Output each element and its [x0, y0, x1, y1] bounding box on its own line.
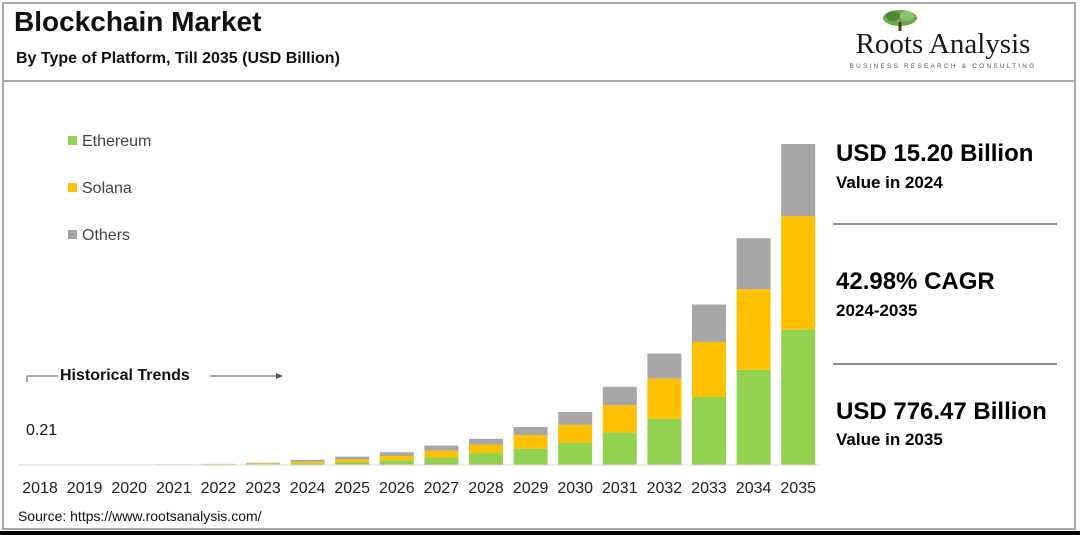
page-title: Blockchain Market [14, 6, 262, 37]
x-tick-2032: 2032 [647, 480, 683, 497]
bar-ethereum-2033 [692, 397, 726, 465]
x-tick-2023: 2023 [245, 480, 281, 497]
stat-2035-label: Value in 2035 [836, 430, 943, 449]
stat-divider-1 [833, 223, 1057, 225]
bar-solana-2023 [246, 463, 280, 465]
x-tick-2026: 2026 [379, 480, 415, 497]
bar-others-2025 [335, 456, 370, 460]
bar-solana-2025 [335, 459, 370, 463]
bar-solana-2035 [781, 216, 816, 330]
bars-group [23, 144, 816, 465]
stat-2024-label: Value in 2024 [836, 173, 943, 192]
bar-ethereum-2029 [513, 448, 548, 465]
x-tick-labels: 2018 2019 2020 2021 2022 2023 2024 2025 2026 2027… [22, 480, 816, 497]
x-tick-2030: 2030 [557, 480, 593, 497]
legend-item-ethereum: Ethereum [68, 133, 151, 151]
bar-others-2034 [736, 238, 771, 290]
logo: Roots Analysis BUSINESS RESEARCH & CONSU… [838, 8, 1048, 76]
bar-solana-2024 [290, 461, 325, 464]
x-tick-2028: 2028 [468, 480, 504, 497]
bar-solana-2030 [558, 424, 593, 443]
bar-solana-2026 [379, 455, 414, 461]
bar-solana-2033 [692, 341, 726, 397]
logo-name: Roots Analysis [855, 28, 1031, 60]
bar-others-2023 [246, 462, 280, 464]
bar-solana-2028 [469, 444, 503, 454]
bottom-bar [0, 531, 1080, 535]
bar-others-2035 [781, 144, 816, 217]
bar-others-2029 [513, 426, 548, 436]
legend-label-others: Others [82, 227, 131, 244]
bar-ethereum-2024 [290, 463, 325, 465]
x-tick-2024: 2024 [290, 480, 326, 497]
logo-tagline: BUSINESS RESEARCH & CONSULTING [849, 63, 1037, 70]
historical-trends-label: Historical Trends [60, 367, 190, 384]
stat-2024-value: USD 15.20 Billion [836, 140, 1034, 167]
bar-ethereum-2027 [424, 457, 459, 465]
x-tick-2027: 2027 [424, 480, 460, 497]
legend-swatch-solana [68, 183, 77, 192]
x-tick-2034: 2034 [736, 480, 772, 497]
bar-others-2032 [647, 353, 682, 379]
source-note: Source: https://www.rootsanalysis.com/ [18, 508, 262, 524]
stat-cagr-label: 2024-2035 [836, 301, 918, 320]
bar-others-2024 [290, 459, 325, 462]
x-tick-2020: 2020 [111, 480, 147, 497]
bar-others-2031 [602, 386, 637, 406]
bar-ethereum-2035 [781, 329, 816, 465]
legend-item-others: Others [68, 227, 130, 245]
x-tick-2033: 2033 [691, 480, 727, 497]
legend-label-solana: Solana [82, 180, 132, 197]
bar-solana-2031 [602, 405, 637, 433]
bar-solana-2027 [424, 450, 459, 458]
bar-ethereum-2034 [736, 369, 771, 465]
x-tick-2035: 2035 [780, 480, 816, 497]
bar-others-2030 [558, 411, 593, 425]
bar-others-2033 [692, 304, 726, 342]
bar-others-2027 [424, 445, 459, 451]
stat-2035-value: USD 776.47 Billion [836, 398, 1047, 425]
bar-ethereum-2028 [469, 453, 503, 465]
x-tick-2029: 2029 [513, 480, 549, 497]
x-tick-2022: 2022 [201, 480, 237, 497]
legend-item-solana: Solana [68, 180, 132, 198]
bar-ethereum-2032 [647, 418, 682, 465]
legend-label-ethereum: Ethereum [82, 133, 152, 150]
bar-others-2026 [379, 452, 414, 456]
header-divider [2, 80, 1076, 82]
x-tick-2025: 2025 [334, 480, 370, 497]
legend-swatch-others [68, 230, 77, 239]
x-tick-2021: 2021 [156, 480, 192, 497]
x-tick-2031: 2031 [602, 480, 638, 497]
bar-ethereum-2031 [602, 432, 637, 465]
historical-arrow [26, 373, 283, 382]
bar-ethereum-2026 [379, 460, 414, 465]
bar-solana-2034 [736, 289, 771, 370]
bar-ethereum-2025 [335, 462, 370, 465]
bar-ethereum-2030 [558, 442, 593, 465]
legend-swatch-ethereum [68, 136, 77, 145]
x-tick-2018: 2018 [22, 480, 58, 497]
bar-solana-2032 [647, 378, 682, 419]
tree-icon [883, 10, 917, 31]
page-subtitle: By Type of Platform, Till 2035 (USD Bill… [16, 50, 340, 67]
stat-divider-2 [833, 363, 1057, 365]
stat-cagr-value: 42.98% CAGR [836, 268, 995, 295]
first-bar-value-label: 0.21 [26, 422, 58, 439]
bar-others-2028 [469, 438, 503, 445]
x-tick-2019: 2019 [67, 480, 103, 497]
bar-solana-2029 [513, 435, 548, 449]
